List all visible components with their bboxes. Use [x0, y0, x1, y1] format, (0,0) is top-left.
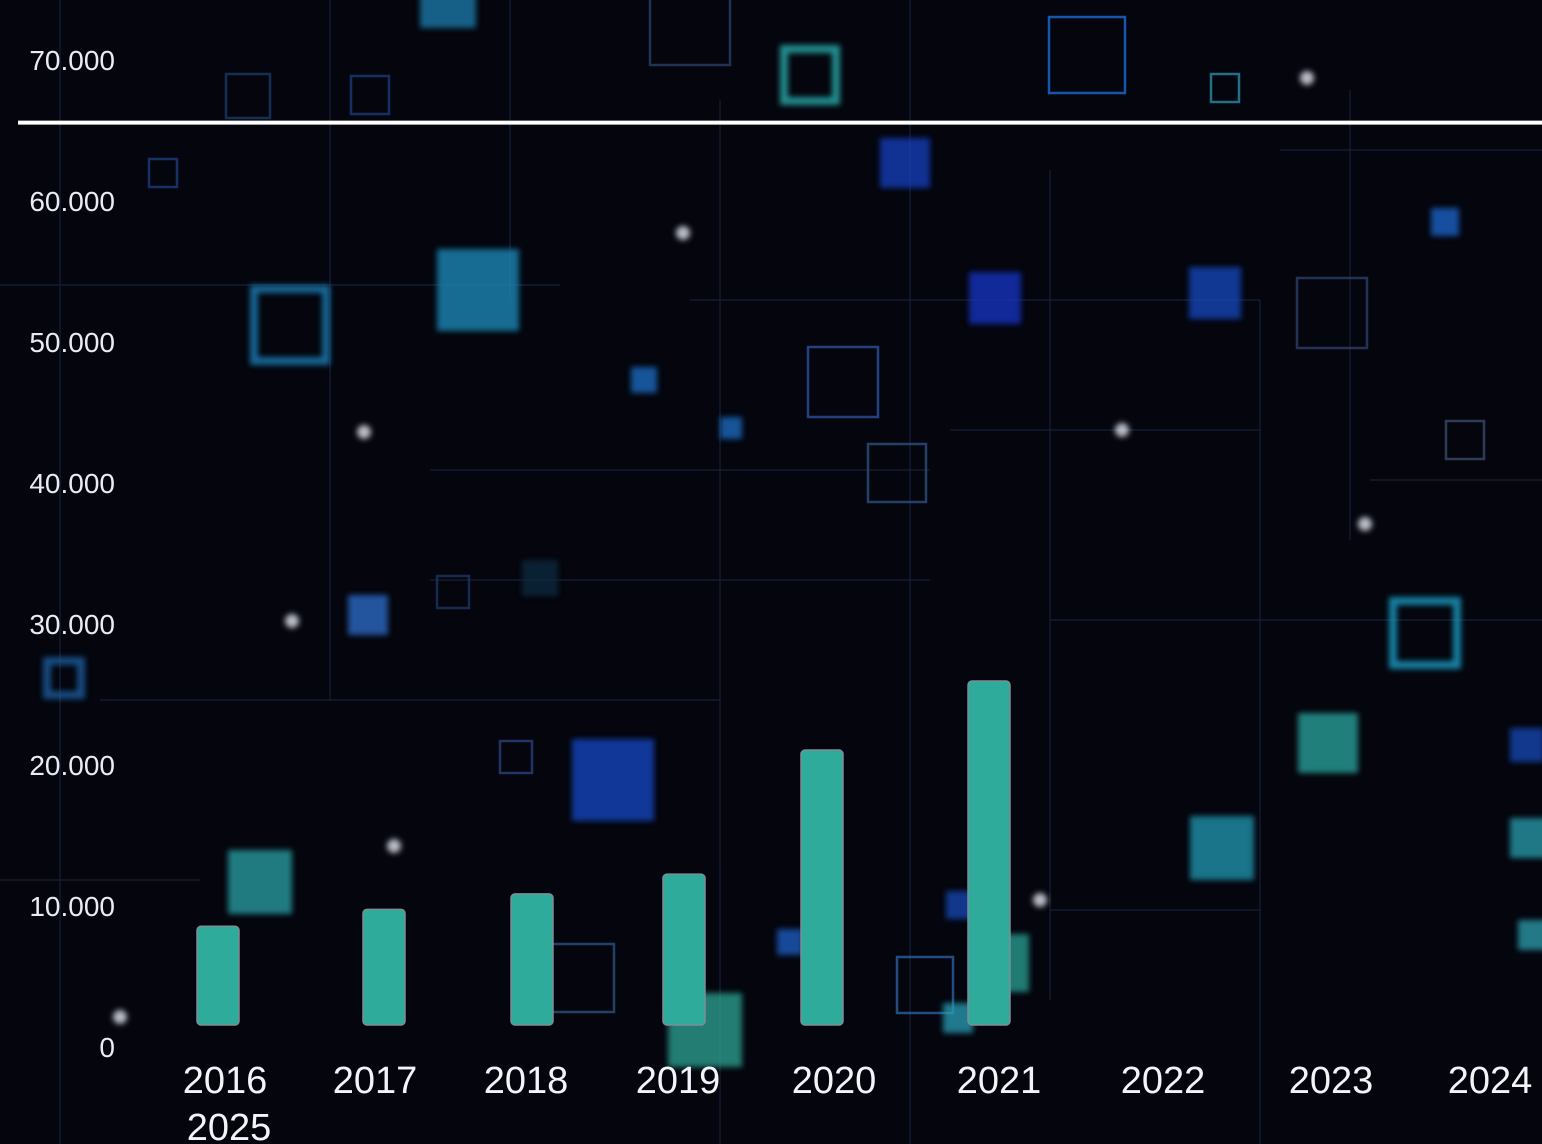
y-tick-label: 10.000 [29, 891, 115, 922]
bar-2021 [968, 681, 1010, 1025]
x-tick-label-2024: 2024 [1448, 1060, 1533, 1102]
x-tick-label-2019: 2019 [636, 1060, 721, 1102]
x-tick-label-2017: 2017 [333, 1060, 418, 1102]
x-tick-label-2022: 2022 [1121, 1060, 1206, 1102]
y-tick-label: 20.000 [29, 750, 115, 781]
x-tick-label-2018: 2018 [484, 1060, 569, 1102]
x-tick-label-2025: 2025 [187, 1107, 272, 1144]
bar-2016 [197, 926, 239, 1025]
bar-2020 [801, 750, 843, 1025]
bar-2019 [663, 874, 705, 1025]
bar-2018 [511, 894, 553, 1025]
y-tick-label: 0 [99, 1032, 115, 1063]
y-tick-label: 30.000 [29, 609, 115, 640]
y-tick-label: 70.000 [29, 45, 115, 76]
y-tick-label: 50.000 [29, 327, 115, 358]
x-tick-label-2023: 2023 [1289, 1060, 1374, 1102]
x-tick-label-2016: 2016 [183, 1060, 268, 1102]
x-tick-label-2020: 2020 [792, 1060, 877, 1102]
bar-2017 [363, 909, 405, 1025]
x-tick-label-2021: 2021 [957, 1060, 1042, 1102]
y-tick-label: 40.000 [29, 468, 115, 499]
y-tick-label: 60.000 [29, 186, 115, 217]
